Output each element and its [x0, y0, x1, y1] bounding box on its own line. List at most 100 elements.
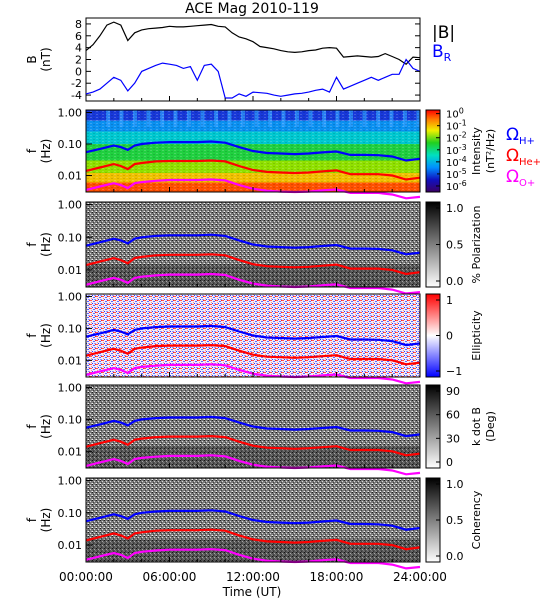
legend-omega-o-main: Ω — [506, 167, 519, 187]
x-tick-label: 12:00:00 — [226, 570, 280, 584]
coherency-cbar-label: 1.0 — [446, 478, 464, 491]
intensity-yunit: (Hz) — [39, 139, 53, 164]
ellipticity-cbar-label: 1 — [446, 294, 453, 307]
polarization-cbar-label: 1.0 — [446, 202, 464, 215]
polarization-ytick-label: 1.00 — [58, 199, 83, 212]
kdotb-yunit: (Hz) — [39, 414, 53, 439]
coherency-ytick-label: 0.01 — [58, 539, 83, 552]
legend-omega-h-main: Ω — [506, 125, 519, 145]
kdotb-cbar-title-1: (Deg) — [484, 411, 497, 442]
ellipticity-ytick-label: 1.00 — [58, 291, 83, 304]
kdotb-cbar-label: 60 — [446, 409, 460, 422]
b-yunit: (nT) — [39, 47, 53, 71]
kdotb-omega_he-line — [85, 434, 421, 457]
legend-b-r-main: B — [432, 42, 444, 62]
polarization-ytick-label: 0.10 — [58, 231, 83, 244]
b-ytick-label: -4 — [71, 89, 82, 102]
legend-omega-o: ΩO+ — [506, 167, 535, 189]
intensity-colorbar — [425, 109, 441, 193]
ellipticity-cbar-label: −1 — [446, 365, 462, 378]
ellipticity-omega_o-line — [85, 363, 421, 385]
coherency-omega_he-line — [85, 528, 421, 551]
b-series-line-0 — [85, 21, 421, 65]
panel-coherency: 1.00 0.10 0.01 f (Hz) 1.0 0.5 0.0 Coherency — [25, 475, 483, 570]
polarization-ytick-label: 0.01 — [58, 264, 83, 277]
intensity-cbar-unit: (nT²/Hz) — [484, 129, 497, 173]
polarization-omega_o-line — [85, 272, 421, 295]
b-ytick-label: -2 — [71, 77, 82, 90]
kdotb-colorbar — [425, 384, 441, 469]
intensity-cbar-label: 10-2 — [446, 131, 467, 145]
kdotb-low-band — [86, 445, 420, 468]
polarization-omega_he-line — [85, 253, 421, 276]
figure-title: ACE Mag 2010-119 — [185, 1, 319, 17]
legend-omega-he-main: Ω — [506, 146, 519, 166]
panel-k-dot-b: 1.00 0.10 0.01 f (Hz) 90 60 30 0 k dot B (Deg) — [25, 382, 497, 476]
b-ytick-label: 8 — [75, 18, 82, 31]
polarization-cbar-title-0: % Polarization — [470, 206, 483, 284]
legend-omega-he: ΩHe+ — [506, 146, 541, 168]
intensity-omega_he-line — [85, 159, 421, 181]
intensity-ytick-label: 0.01 — [58, 170, 83, 183]
x-axis-labels: 00:00:00 06:00:00 12:00:00 18:00:00 24:00:00 — [59, 570, 447, 584]
kdotb-ytick-label: 0.10 — [58, 413, 83, 426]
ellipticity-cbar-label: 0 — [446, 330, 453, 343]
intensity-cbar-label: 10-4 — [446, 155, 467, 169]
kdotb-ytick-label: 0.01 — [58, 445, 83, 458]
polarization-cbar-label: 0.5 — [446, 239, 464, 252]
kdotb-omega_h-line — [85, 415, 421, 438]
coherency-omega_h-line — [85, 509, 421, 531]
x-tick-label: 24:00:00 — [393, 570, 447, 584]
intensity-omega_h-line — [85, 140, 421, 162]
kdotb-cbar-label: 0 — [446, 456, 453, 469]
kdotb-cbar-label: 90 — [446, 385, 460, 398]
intensity-cbar-label: 10-6 — [446, 179, 467, 193]
panel-ellipticity: 1.00 0.10 0.01 f (Hz) 1 0 −1 Ellipticity — [25, 291, 483, 385]
coherency-cbar-label: 0.0 — [446, 550, 464, 563]
ellipticity-ylabel: f — [25, 333, 39, 338]
b-plot-frame — [85, 17, 421, 102]
coherency-ytick-label: 1.00 — [58, 475, 83, 488]
ellipticity-omega_he-line — [85, 343, 421, 366]
intensity-cbar-minor-label: 10-3 — [446, 143, 467, 157]
legend-omega-he-sub: He+ — [519, 157, 541, 168]
b-ytick-label: 0 — [75, 65, 82, 78]
polarization-yunit: (Hz) — [39, 232, 53, 257]
legend-b-r: BR — [432, 42, 452, 64]
coherency-cbar-title-0: Coherency — [470, 490, 483, 549]
b-series-line-1 — [85, 58, 421, 99]
coherency-ylabel: f — [25, 517, 39, 522]
legend-omega-h: ΩH+ — [506, 125, 535, 147]
intensity-omega_o-line — [85, 178, 421, 200]
coherency-low-band — [86, 539, 420, 562]
x-tick-label: 06:00:00 — [143, 570, 197, 584]
panel-intensity: 1.00 0.10 0.01 f (Hz) 100 10-2 10-4 10-6 10-1 10-3… — [25, 106, 497, 200]
intensity-cbar-label: 100 — [446, 107, 464, 121]
ellipticity-ytick-label: 0.01 — [58, 354, 83, 367]
intensity-ylabel: f — [25, 148, 39, 153]
kdotb-ytick-label: 1.00 — [58, 382, 83, 395]
ellipticity-cbar-title-0: Ellipticity — [470, 310, 483, 361]
kdotb-omega_o-line — [85, 454, 421, 476]
intensity-cbar-minor-label: 10-5 — [446, 167, 467, 181]
intensity-ytick-label: 0.10 — [58, 138, 83, 151]
x-tick-label: 00:00:00 — [59, 570, 113, 584]
coherency-ytick-label: 0.10 — [58, 507, 83, 520]
legend-b-total: |B| — [432, 23, 455, 43]
ellipticity-omega_h-line — [85, 324, 421, 347]
x-tick-label: 18:00:00 — [310, 570, 364, 584]
coherency-cbar-label: 0.5 — [446, 514, 464, 527]
b-ylabel: B — [25, 55, 39, 63]
polarization-ylabel: f — [25, 242, 39, 247]
b-ytick-label: 4 — [75, 42, 82, 55]
intensity-cbar-title: Intensity — [470, 127, 483, 175]
kdotb-ylabel: f — [25, 424, 39, 429]
b-ytick-label: 6 — [75, 30, 82, 43]
intensity-ytick-label: 1.00 — [58, 106, 83, 119]
panel-polarization: 1.00 0.10 0.01 f (Hz) 1.0 0.5 0.0 % Polarization — [25, 199, 483, 295]
polarization-cbar-label: 0.0 — [446, 275, 464, 288]
kdotb-cbar-label: 30 — [446, 432, 460, 445]
coherency-yunit: (Hz) — [39, 508, 53, 533]
